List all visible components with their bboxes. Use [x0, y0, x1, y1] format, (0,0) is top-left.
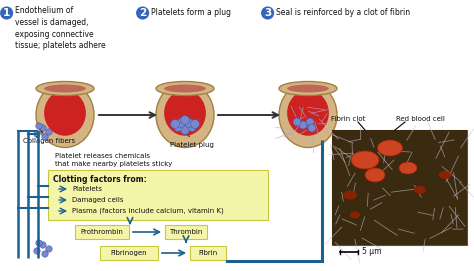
Ellipse shape: [399, 162, 417, 174]
Ellipse shape: [156, 82, 214, 147]
Text: Platelet plug: Platelet plug: [170, 133, 214, 148]
Text: Platelets: Platelets: [72, 186, 102, 192]
Circle shape: [176, 118, 185, 127]
Ellipse shape: [343, 191, 357, 199]
Circle shape: [40, 125, 46, 131]
Text: Plasma (factors include calcium, vitamin K): Plasma (factors include calcium, vitamin…: [72, 208, 224, 214]
Circle shape: [181, 125, 190, 134]
Text: 1: 1: [3, 8, 10, 18]
Text: Clotting factors from:: Clotting factors from:: [53, 175, 147, 184]
Ellipse shape: [287, 90, 329, 136]
Ellipse shape: [350, 211, 360, 218]
Ellipse shape: [414, 186, 426, 194]
Ellipse shape: [377, 140, 402, 156]
Text: Fibrin clot: Fibrin clot: [331, 116, 365, 122]
Ellipse shape: [351, 151, 379, 169]
FancyBboxPatch shape: [100, 246, 158, 260]
Circle shape: [184, 118, 193, 127]
Text: Damaged cells: Damaged cells: [72, 197, 124, 203]
FancyBboxPatch shape: [332, 130, 467, 245]
Circle shape: [171, 120, 180, 128]
Ellipse shape: [44, 90, 86, 136]
Ellipse shape: [365, 168, 385, 182]
Circle shape: [34, 131, 40, 137]
Circle shape: [299, 121, 307, 129]
Circle shape: [46, 246, 52, 252]
Text: Red blood cell: Red blood cell: [396, 116, 445, 122]
Ellipse shape: [44, 85, 86, 92]
FancyBboxPatch shape: [332, 130, 467, 245]
FancyBboxPatch shape: [190, 246, 226, 260]
Circle shape: [40, 242, 46, 248]
Text: 5 μm: 5 μm: [362, 247, 382, 256]
Ellipse shape: [36, 82, 94, 95]
Ellipse shape: [36, 82, 94, 147]
Text: Collagen fibers: Collagen fibers: [23, 130, 75, 144]
Ellipse shape: [164, 90, 206, 136]
Ellipse shape: [438, 171, 452, 179]
Circle shape: [42, 251, 48, 257]
Ellipse shape: [156, 82, 214, 95]
FancyBboxPatch shape: [165, 225, 207, 239]
Text: Platelets form a plug: Platelets form a plug: [151, 8, 231, 17]
Text: Thrombin: Thrombin: [169, 229, 203, 235]
Text: 3: 3: [264, 8, 271, 18]
Circle shape: [42, 134, 48, 140]
Text: Seal is reinforced by a clot of fibrin: Seal is reinforced by a clot of fibrin: [276, 8, 410, 17]
Circle shape: [36, 240, 42, 246]
Circle shape: [34, 248, 40, 254]
FancyBboxPatch shape: [48, 170, 268, 220]
Ellipse shape: [287, 85, 329, 92]
FancyBboxPatch shape: [75, 225, 129, 239]
Text: Platelet releases chemicals
that make nearby platelets sticky: Platelet releases chemicals that make ne…: [55, 153, 172, 167]
Text: 2: 2: [139, 8, 146, 18]
Text: Fibrinogen: Fibrinogen: [111, 250, 147, 256]
Text: Endothelium of
vessel is damaged,
exposing connective
tissue; platelets adhere: Endothelium of vessel is damaged, exposi…: [15, 6, 106, 50]
Circle shape: [293, 118, 301, 126]
Text: Prothrombin: Prothrombin: [81, 229, 123, 235]
Circle shape: [173, 122, 182, 131]
Text: Fibrin: Fibrin: [199, 250, 218, 256]
Circle shape: [46, 129, 52, 135]
Ellipse shape: [279, 82, 337, 95]
Circle shape: [36, 123, 42, 129]
Ellipse shape: [279, 82, 337, 147]
Circle shape: [308, 124, 316, 132]
Ellipse shape: [164, 85, 206, 92]
Circle shape: [181, 115, 190, 124]
Circle shape: [188, 122, 197, 131]
Circle shape: [191, 120, 200, 128]
Circle shape: [306, 118, 314, 126]
